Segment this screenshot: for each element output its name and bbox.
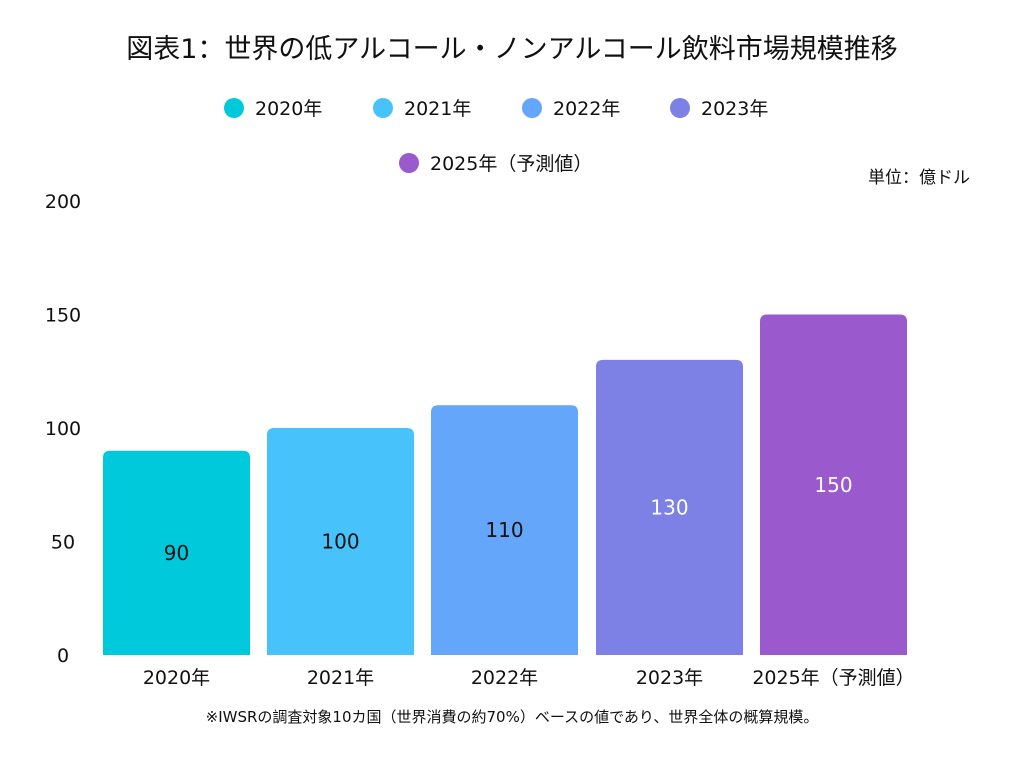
x-tick-label: 2025年（予測値） bbox=[752, 667, 914, 689]
footnote: ※IWSRの調査対象10カ国（世界消費の約70%）ベースの値であり、世界全体の概… bbox=[206, 708, 819, 726]
bar-value-label: 150 bbox=[814, 473, 852, 497]
y-tick-label: 150 bbox=[45, 305, 81, 327]
bar-value-label: 100 bbox=[321, 530, 359, 554]
legend-label: 2025年（予測値） bbox=[430, 153, 592, 175]
x-tick-label: 2021年 bbox=[307, 667, 374, 689]
legend-marker bbox=[522, 98, 542, 118]
legend-label: 2022年 bbox=[553, 98, 620, 120]
legend-label: 2023年 bbox=[701, 98, 768, 120]
bar-value-label: 110 bbox=[485, 518, 523, 542]
legend-label: 2020年 bbox=[255, 98, 322, 120]
bar-series: 90 100 110 130 150 bbox=[103, 314, 907, 655]
legend-marker bbox=[399, 153, 419, 173]
y-tick-label: 100 bbox=[45, 418, 81, 440]
bar bbox=[596, 359, 743, 655]
bar bbox=[103, 450, 250, 655]
y-tick-label: 0 bbox=[57, 645, 69, 667]
bar bbox=[760, 314, 907, 655]
bar-value-label: 90 bbox=[164, 541, 189, 565]
chart-legend: 2020年 2021年 2022年 2023年 2025年（予測値） bbox=[224, 98, 768, 175]
x-axis: 2020年 2021年 2022年 2023年 2025年（予測値） bbox=[143, 667, 915, 689]
y-tick-label: 50 bbox=[51, 532, 75, 554]
legend-marker bbox=[224, 98, 244, 118]
x-tick-label: 2022年 bbox=[471, 667, 538, 689]
y-axis: 0 50 100 150 200 bbox=[45, 191, 81, 667]
x-tick-label: 2020年 bbox=[143, 667, 210, 689]
bar bbox=[267, 428, 414, 655]
unit-label: 単位：億ドル bbox=[868, 168, 970, 188]
legend-marker bbox=[670, 98, 690, 118]
y-tick-label: 200 bbox=[45, 191, 81, 213]
bar-value-label: 130 bbox=[650, 495, 688, 519]
bar bbox=[431, 405, 578, 655]
legend-marker bbox=[373, 98, 393, 118]
x-tick-label: 2023年 bbox=[636, 667, 703, 689]
legend-label: 2021年 bbox=[404, 98, 471, 120]
chart-title: 図表1：世界の低アルコール・ノンアルコール飲料市場規模推移 bbox=[126, 34, 898, 65]
